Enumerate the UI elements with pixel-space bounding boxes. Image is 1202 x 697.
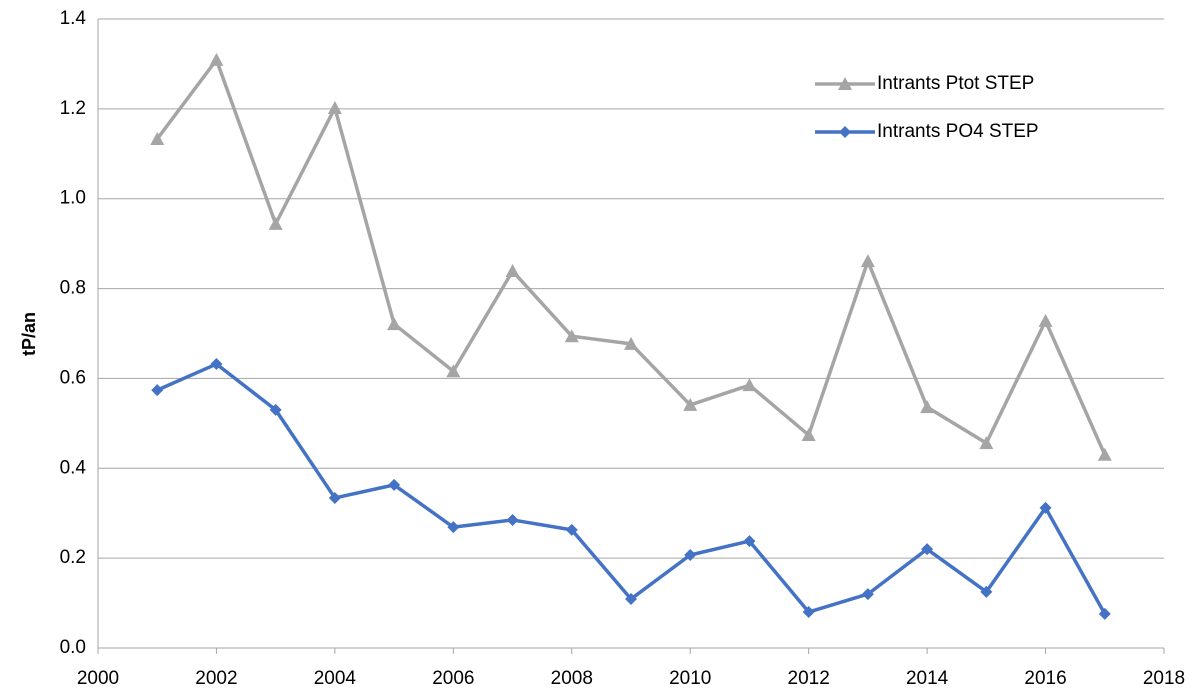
- marker: [388, 478, 401, 491]
- marker: [268, 216, 283, 230]
- x-tick-label: 2012: [788, 668, 830, 689]
- y-tick-label: 1.4: [60, 8, 87, 29]
- marker: [328, 491, 341, 504]
- legend-label: Intrants PO4 STEP: [877, 121, 1039, 142]
- marker: [979, 436, 994, 450]
- marker: [1098, 607, 1111, 620]
- marker: [506, 513, 519, 526]
- x-tick-label: 2008: [551, 668, 593, 689]
- marker: [210, 358, 223, 371]
- marker: [801, 428, 816, 442]
- series-line: [155, 58, 1107, 456]
- marker: [684, 548, 697, 561]
- marker: [802, 606, 815, 619]
- marker: [625, 593, 637, 606]
- x-tick-label: 2018: [1143, 668, 1185, 689]
- marker: [743, 535, 756, 548]
- series-line: [156, 362, 1107, 615]
- marker: [447, 521, 460, 534]
- marker: [839, 126, 851, 138]
- marker: [446, 364, 461, 378]
- marker: [505, 264, 520, 278]
- marker: [565, 523, 578, 536]
- x-tick-label: 2006: [432, 668, 474, 689]
- y-tick-label: 0.4: [60, 457, 87, 478]
- marker: [150, 131, 165, 145]
- x-tick-label: 2002: [195, 668, 237, 689]
- marker: [209, 52, 224, 66]
- y-axis-label: tP/an: [19, 312, 39, 356]
- marker: [921, 543, 934, 556]
- y-tick-label: 0.8: [60, 278, 86, 299]
- x-tick-label: 2010: [669, 668, 711, 689]
- marker: [1038, 313, 1053, 327]
- y-tick-label: 0.6: [60, 367, 86, 388]
- marker: [327, 100, 342, 114]
- marker: [151, 384, 164, 397]
- x-tick-label: 2014: [906, 668, 949, 689]
- marker: [861, 588, 874, 601]
- marker: [1097, 447, 1112, 461]
- marker: [683, 397, 698, 411]
- marker: [564, 329, 579, 343]
- y-tick-label: 1.2: [60, 98, 86, 119]
- marker: [624, 336, 638, 350]
- marker: [269, 403, 282, 416]
- marker: [838, 77, 852, 90]
- marker: [387, 317, 402, 331]
- x-tick-label: 2016: [1024, 668, 1066, 689]
- y-tick-label: 0.0: [60, 637, 86, 658]
- x-tick-label: 2000: [77, 668, 119, 689]
- legend-label: Intrants Ptot STEP: [877, 73, 1034, 94]
- y-tick-label: 0.2: [60, 547, 86, 568]
- x-tick-label: 2004: [314, 668, 357, 689]
- y-tick-label: 1.0: [60, 188, 86, 209]
- marker: [1039, 501, 1052, 514]
- marker: [742, 378, 757, 392]
- marker: [920, 400, 935, 414]
- marker: [980, 585, 993, 598]
- marker: [860, 254, 875, 268]
